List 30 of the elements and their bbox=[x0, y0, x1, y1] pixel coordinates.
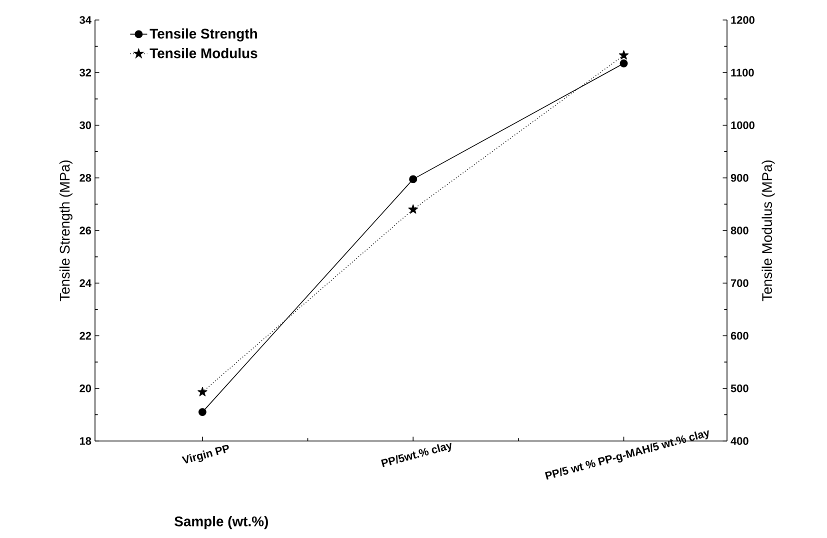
y-axis-title: Tensile Strength (MPa) bbox=[59, 160, 72, 302]
point bbox=[408, 204, 418, 214]
y2-tick-label: 1000 bbox=[731, 121, 754, 130]
point bbox=[618, 50, 629, 60]
x-axis-title: Sample (wt.%) bbox=[174, 516, 268, 530]
legend-label: Tensile Strength bbox=[150, 28, 257, 42]
y2-tick-label: 500 bbox=[730, 384, 748, 392]
point bbox=[409, 175, 418, 184]
y-tick-label: 22 bbox=[80, 332, 92, 340]
point bbox=[198, 408, 206, 416]
point bbox=[198, 386, 208, 396]
x-tick-label: Virgin PP bbox=[182, 444, 229, 464]
y-tick-label: 28 bbox=[80, 174, 92, 182]
y2-tick-label: 1100 bbox=[731, 68, 754, 77]
y2-axis-title: Tensile Modulus (MPa) bbox=[762, 160, 775, 302]
y2-tick-label: 800 bbox=[730, 226, 748, 234]
y-tick-label: 30 bbox=[80, 121, 92, 130]
y2-tick-label: 700 bbox=[731, 279, 748, 288]
y2-tick-label: 1200 bbox=[731, 16, 754, 24]
y-tick-label: 34 bbox=[80, 16, 92, 24]
y-tick-label: 24 bbox=[80, 279, 92, 287]
y2-tick-label: 900 bbox=[730, 174, 748, 182]
y-tick-label: 18 bbox=[80, 437, 92, 445]
y2-tick-label: 600 bbox=[730, 332, 748, 340]
y-tick-label: 26 bbox=[80, 226, 92, 234]
y-tick-label: 20 bbox=[80, 384, 92, 392]
point bbox=[620, 59, 628, 68]
legend-label: Tensile Modulus bbox=[150, 48, 258, 58]
y-tick-label: 32 bbox=[80, 68, 92, 77]
y2-tick-label: 400 bbox=[730, 437, 748, 445]
